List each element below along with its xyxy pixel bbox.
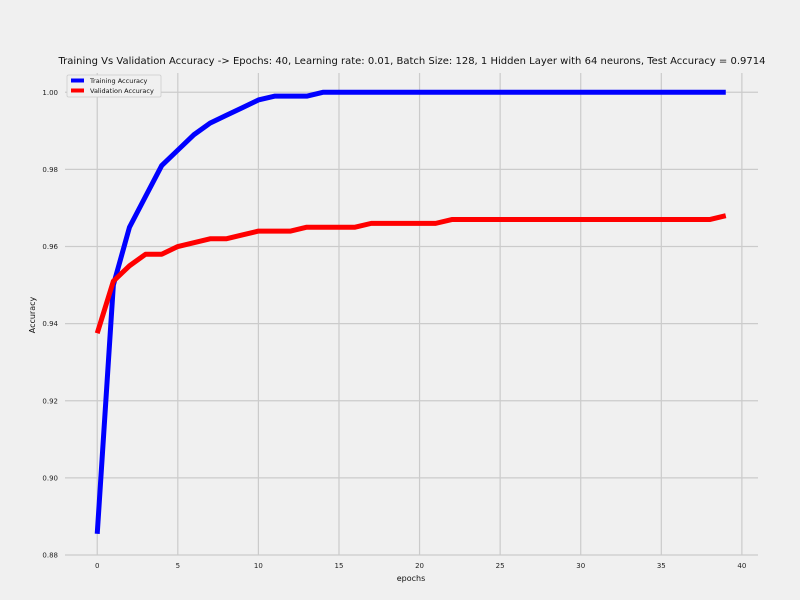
legend-label-training: Training Accuracy [89, 77, 148, 85]
x-tick-label: 20 [415, 562, 424, 570]
y-tick-label: 0.98 [42, 166, 58, 174]
x-tick-label: 35 [657, 562, 666, 570]
x-axis-label: epochs [397, 574, 426, 583]
chart-title: Training Vs Validation Accuracy -> Epoch… [58, 56, 766, 67]
x-tick-label: 30 [576, 562, 585, 570]
y-tick-label: 0.88 [42, 552, 58, 560]
training-accuracy-line [94, 89, 726, 534]
y-tick-label: 0.90 [42, 474, 58, 482]
grid [65, 73, 758, 556]
x-tick-label: 25 [496, 562, 505, 570]
y-tick-label: 0.92 [42, 397, 58, 405]
x-tick-label: 15 [335, 562, 344, 570]
plot-area [65, 73, 758, 555]
x-tick-label: 5 [176, 562, 180, 570]
legend-box [66, 74, 162, 98]
x-tick-label: 0 [95, 562, 99, 570]
y-tick-label: 0.96 [42, 243, 58, 251]
y-tick-labels: 0.88 0.90 0.92 0.94 0.96 0.98 1.00 [42, 89, 58, 560]
x-tick-label: 40 [737, 562, 746, 570]
y-tick-label: 1.00 [42, 89, 58, 97]
validation-accuracy-line [94, 213, 727, 335]
legend-label-validation: Validation Accuracy [90, 87, 154, 95]
x-tick-labels: 0 5 10 15 20 25 30 35 40 [95, 562, 746, 570]
series-lines [94, 89, 727, 534]
y-tick-label: 0.94 [42, 320, 58, 328]
y-axis-label: Accuracy [28, 296, 37, 333]
x-tick-label: 10 [254, 562, 263, 570]
legend: Training Accuracy Validation Accuracy [66, 74, 162, 98]
